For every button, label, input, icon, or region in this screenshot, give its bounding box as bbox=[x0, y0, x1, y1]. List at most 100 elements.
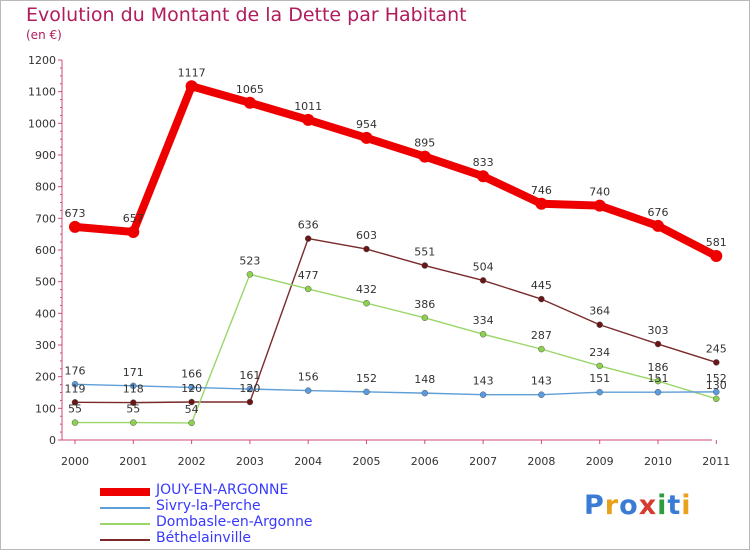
data-label: 740 bbox=[589, 186, 610, 199]
y-tick-label: 900 bbox=[35, 149, 56, 162]
series-point-1 bbox=[479, 391, 487, 398]
series-point-2 bbox=[246, 271, 254, 278]
y-tick-label: 400 bbox=[35, 307, 56, 320]
series-point-1 bbox=[596, 388, 603, 396]
x-tick-label: 2010 bbox=[644, 455, 672, 468]
data-label: 676 bbox=[648, 206, 669, 219]
data-label: 895 bbox=[414, 137, 435, 150]
series-point-3 bbox=[654, 340, 662, 348]
legend-label: Dombasle-en-Argonne bbox=[156, 514, 313, 530]
series-point-3 bbox=[713, 359, 720, 366]
series-point-0 bbox=[127, 225, 140, 238]
data-label: 171 bbox=[123, 366, 144, 379]
y-tick-label: 500 bbox=[35, 276, 56, 289]
data-label: 151 bbox=[648, 372, 669, 385]
series-point-3 bbox=[479, 277, 487, 284]
series-point-3 bbox=[246, 398, 254, 406]
data-label: 245 bbox=[706, 342, 727, 355]
series-point-0 bbox=[652, 219, 664, 232]
series-point-2 bbox=[596, 362, 603, 370]
data-label: 445 bbox=[531, 279, 552, 292]
series-point-0 bbox=[710, 250, 723, 263]
logo-letter: P bbox=[584, 490, 605, 521]
series-point-0 bbox=[69, 220, 81, 233]
series-point-2 bbox=[71, 419, 79, 426]
legend-swatch bbox=[100, 488, 150, 496]
chart-subtitle: (en €) bbox=[26, 28, 62, 42]
y-tick-label: 200 bbox=[35, 371, 56, 384]
legend-swatch bbox=[100, 523, 150, 525]
series-point-1 bbox=[654, 388, 662, 396]
y-tick-label: 1100 bbox=[28, 86, 56, 99]
series-point-3 bbox=[363, 245, 370, 253]
data-label: 581 bbox=[706, 236, 727, 249]
series-point-3 bbox=[596, 321, 603, 328]
data-label: 432 bbox=[356, 283, 377, 296]
series-point-1 bbox=[188, 384, 195, 391]
series-line-0 bbox=[71, 82, 721, 261]
x-tick-label: 2003 bbox=[236, 455, 264, 468]
y-tick-label: 600 bbox=[35, 244, 56, 257]
legend-swatch bbox=[100, 507, 150, 509]
x-tick-label: 2005 bbox=[353, 455, 381, 468]
x-tick-label: 2000 bbox=[61, 455, 89, 468]
series-point-1 bbox=[363, 388, 370, 396]
series-point-2 bbox=[188, 419, 195, 427]
series-point-2 bbox=[363, 299, 370, 307]
y-tick-label: 100 bbox=[35, 402, 56, 415]
data-label: 364 bbox=[589, 305, 610, 318]
data-label: 523 bbox=[239, 254, 260, 267]
data-label: 334 bbox=[473, 314, 494, 327]
data-label: 1117 bbox=[178, 66, 206, 79]
y-tick-label: 800 bbox=[35, 181, 56, 194]
x-tick-label: 2002 bbox=[178, 455, 206, 468]
logo-letter: i bbox=[681, 490, 692, 521]
logo-letter: x bbox=[638, 490, 658, 521]
logo-letter: r bbox=[604, 490, 620, 521]
data-label: 603 bbox=[356, 229, 377, 242]
series-point-0 bbox=[185, 80, 198, 93]
data-label: 234 bbox=[589, 346, 610, 359]
data-label: 151 bbox=[589, 372, 610, 385]
data-label: 120 bbox=[239, 382, 260, 395]
y-tick-label: 300 bbox=[35, 339, 56, 352]
series-point-0 bbox=[593, 199, 606, 212]
data-label: 636 bbox=[298, 219, 319, 232]
y-tick-label: 700 bbox=[35, 212, 56, 225]
series-line-2 bbox=[74, 273, 717, 424]
y-tick-label: 1000 bbox=[28, 117, 56, 130]
y-tick-label: 1200 bbox=[28, 54, 56, 67]
series-point-1 bbox=[538, 391, 545, 398]
series-point-2 bbox=[538, 345, 545, 353]
x-tick-label: 2011 bbox=[702, 455, 730, 468]
series-point-1 bbox=[713, 388, 720, 396]
line-chart: 0 100 200 300 400 500 600 700 800 900 1000 1100 1200… bbox=[28, 54, 730, 468]
legend-label: JOUY-EN-ARGONNE bbox=[156, 482, 289, 498]
data-label: 166 bbox=[181, 367, 202, 380]
series-point-3 bbox=[71, 399, 79, 406]
logo-letter: o bbox=[619, 490, 639, 521]
series-point-2 bbox=[654, 377, 662, 385]
series-point-0 bbox=[535, 197, 548, 210]
data-label: 386 bbox=[414, 298, 435, 311]
data-label: 152 bbox=[706, 372, 727, 385]
data-label: 161 bbox=[239, 369, 260, 382]
data-label: 504 bbox=[473, 260, 494, 273]
series-point-0 bbox=[302, 113, 315, 126]
series-point-3 bbox=[130, 399, 137, 406]
data-label: 746 bbox=[531, 184, 552, 197]
data-label: 186 bbox=[648, 361, 669, 374]
data-label: 55 bbox=[68, 403, 82, 416]
series-point-0 bbox=[360, 131, 373, 144]
data-label: 1065 bbox=[236, 83, 264, 96]
legend-label: Béthelainville bbox=[156, 530, 251, 546]
data-label: 156 bbox=[298, 371, 319, 384]
chart-title: Evolution du Montant de la Dette par Hab… bbox=[26, 4, 467, 26]
data-label: 303 bbox=[648, 324, 669, 337]
data-label: 551 bbox=[414, 246, 435, 259]
data-label: 657 bbox=[123, 212, 144, 225]
data-label: 477 bbox=[298, 269, 319, 282]
data-label: 130 bbox=[706, 379, 727, 392]
x-tick-label: 2004 bbox=[294, 455, 322, 468]
